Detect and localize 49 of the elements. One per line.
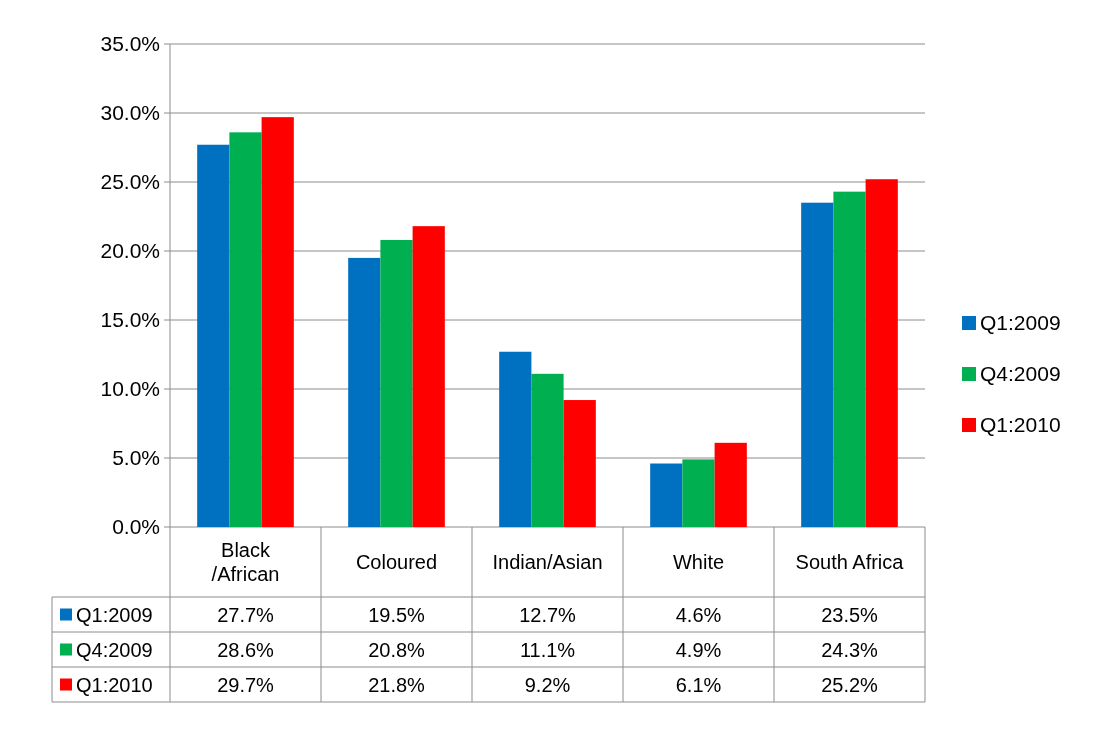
text: Q4:2009 [76,638,153,661]
x-tick-label: Indian/Asian [492,551,603,573]
legend-label: Q1:2009 [76,603,153,626]
x-tick-label: White [672,551,725,573]
bar [380,239,413,527]
bar [801,202,834,527]
data-label: 20.8% [368,638,426,661]
bar [412,226,445,527]
data-label: 28.6% [217,638,275,661]
x-tick-label: Coloured [355,551,438,573]
text: Q1:2009 [980,311,1061,335]
text: Q1:2010 [76,673,153,696]
y-tick-label: 0.0% [112,515,160,539]
x-tick-label: Black /African [211,539,280,585]
bar [714,442,747,527]
y-tick-label: 25.0% [100,170,160,194]
data-label: 12.7% [519,603,577,626]
bar [229,132,262,527]
data-label: 24.3% [821,638,879,661]
bar [499,351,532,527]
data-label: 23.5% [821,603,879,626]
bar [261,117,294,527]
bar [833,191,866,527]
y-tick-label: 5.0% [112,446,160,470]
y-tick-label: 30.0% [100,101,160,125]
bar [348,257,381,527]
bar [682,459,715,527]
legend-label: Q4:2009 [980,362,1061,386]
data-label: 9.2% [524,673,571,696]
x-tick-label: South Africa [795,551,905,573]
data-label: 4.6% [675,603,722,626]
bar [531,373,564,527]
bar [563,400,596,527]
data-label: 19.5% [368,603,426,626]
data-label: 25.2% [821,673,879,696]
legend-label: Q1:2010 [980,413,1061,437]
data-label: 21.8% [368,673,426,696]
data-label: 6.1% [675,673,722,696]
bar [197,144,230,527]
data-label: 27.7% [217,603,275,626]
bar [865,179,898,527]
data-label: 29.7% [217,673,275,696]
data-label: 11.1% [519,638,576,661]
bar [650,463,683,527]
y-tick-label: 15.0% [100,308,160,332]
y-tick-label: 35.0% [100,32,160,56]
y-tick-label: 10.0% [100,377,160,401]
data-label: 4.9% [675,638,722,661]
y-tick-label: 20.0% [100,239,160,263]
